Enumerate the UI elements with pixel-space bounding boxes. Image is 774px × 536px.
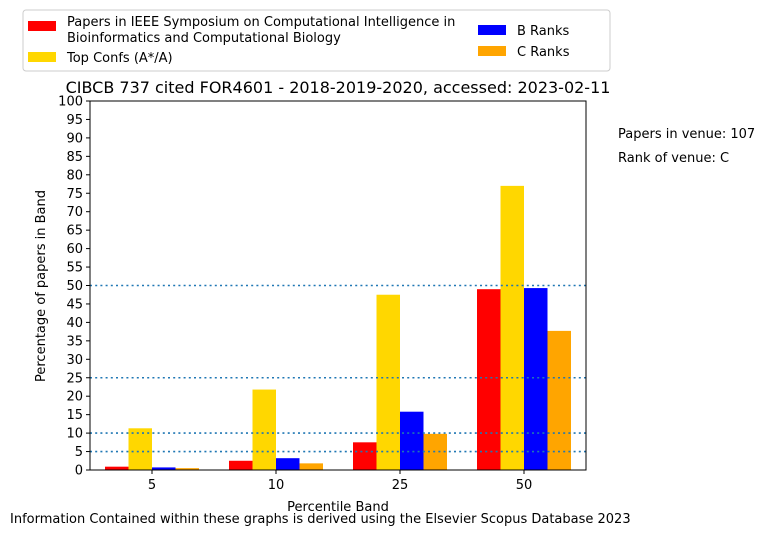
legend-label: C Ranks <box>517 45 570 60</box>
legend-swatch <box>478 25 506 35</box>
rank-of-venue-note: Rank of venue: C <box>618 151 730 166</box>
x-tick-label: 10 <box>268 478 285 493</box>
legend-label: Papers in IEEE Symposium on Computationa… <box>67 15 455 30</box>
bar-top-5 <box>128 428 152 470</box>
chart-title: CIBCB 737 cited FOR4601 - 2018-2019-2020… <box>66 78 611 97</box>
y-tick-label: 60 <box>66 242 83 257</box>
y-tick-label: 40 <box>66 316 83 331</box>
legend-swatch <box>28 52 56 62</box>
legend-label: Top Confs (A*/A) <box>66 51 173 66</box>
bar-top-10 <box>252 389 276 470</box>
bar-c-25 <box>423 433 447 470</box>
data-source-footer: Information Contained within these graph… <box>10 512 631 527</box>
y-tick-label: 90 <box>66 131 83 146</box>
bar-c-10 <box>299 463 323 470</box>
x-tick-label: 5 <box>148 478 156 493</box>
y-tick-label: 70 <box>66 205 83 220</box>
bar-b-5 <box>152 467 176 470</box>
y-tick-label: 35 <box>66 334 83 349</box>
y-tick-label: 100 <box>58 95 83 110</box>
y-tick-label: 25 <box>66 371 83 386</box>
y-tick-label: 95 <box>66 113 83 128</box>
bar-b-10 <box>276 458 300 470</box>
y-tick-label: 15 <box>66 408 83 423</box>
bar-b-25 <box>400 411 424 470</box>
bar-papers-50 <box>477 289 501 470</box>
bar-b-50 <box>524 288 548 470</box>
y-tick-label: 45 <box>66 297 83 312</box>
legend-swatch <box>28 21 56 31</box>
bar-c-50 <box>547 330 571 470</box>
legend-label: B Ranks <box>517 24 570 39</box>
y-tick-label: 5 <box>75 445 83 460</box>
y-tick-label: 50 <box>66 279 83 294</box>
legend-label: Bioinformatics and Computational Biology <box>67 31 341 46</box>
y-tick-label: 0 <box>75 464 83 479</box>
x-axis-label: Percentile Band <box>287 500 389 515</box>
legend: Papers in IEEE Symposium on Computationa… <box>22 9 611 72</box>
bar-top-25 <box>376 294 400 470</box>
y-tick-label: 65 <box>66 224 83 239</box>
bar-papers-10 <box>229 460 253 470</box>
y-tick-label: 20 <box>66 390 83 405</box>
bar-papers-5 <box>105 466 129 470</box>
x-tick-label: 25 <box>392 478 409 493</box>
plot-area: 0 5 10 15 20 25 30 35 40 45 50 55 60 65 70 75 80 85 90 95 10… <box>58 95 587 493</box>
x-tick-label: 50 <box>516 478 533 493</box>
bar-c-5 <box>175 468 199 470</box>
papers-in-venue-note: Papers in venue: 107 <box>618 127 756 142</box>
y-tick-label: 80 <box>66 168 83 183</box>
y-tick-label: 75 <box>66 187 83 202</box>
bar-papers-25 <box>353 442 377 470</box>
bar-top-50 <box>500 185 524 470</box>
y-axis-label: Percentage of papers in Band <box>34 190 49 382</box>
legend-box <box>22 9 611 72</box>
y-tick-label: 85 <box>66 150 83 165</box>
legend-swatch <box>478 46 506 56</box>
y-tick-label: 30 <box>66 353 83 368</box>
y-tick-label: 55 <box>66 261 83 276</box>
y-tick-label: 10 <box>66 427 83 442</box>
